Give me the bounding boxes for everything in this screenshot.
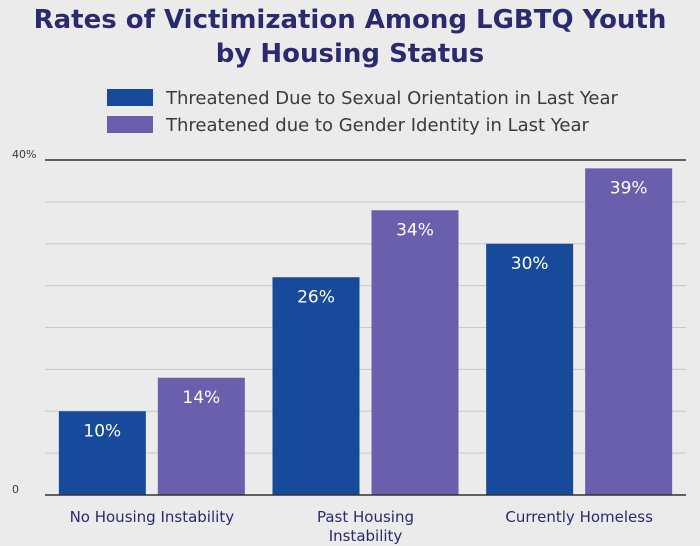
bar (585, 168, 673, 495)
bar (157, 377, 245, 495)
gridlines (45, 201, 686, 454)
bar-value-label: 30% (511, 254, 549, 274)
legend-swatch-sexual-orientation (107, 89, 153, 106)
y-tick-label: 40% (12, 148, 36, 161)
bar (371, 210, 459, 495)
bar (58, 411, 146, 495)
legend-swatch-gender-identity (107, 116, 153, 133)
bar-value-label: 34% (396, 220, 434, 240)
bar-value-label: 26% (297, 287, 335, 307)
bar (486, 243, 574, 495)
axis: 40% 0 (12, 148, 686, 496)
category-label: Instability (329, 527, 403, 545)
category-label: Currently Homeless (505, 508, 653, 526)
bar (272, 277, 360, 495)
bar-value-label: 39% (610, 178, 648, 198)
bars: 10% 14% No Housing Instability 26% 34% Past H… (58, 168, 673, 545)
y-tick-label: 0 (12, 483, 19, 496)
chart-title-line-1: Rates of Victimization Among LGBTQ Youth (34, 5, 667, 35)
bar-value-label: 14% (182, 388, 220, 408)
legend: Threatened Due to Sexual Orientation in … (107, 88, 619, 136)
category-label: No Housing Instability (70, 508, 235, 526)
legend-label-gender-identity: Threatened due to Gender Identity in Las… (165, 115, 590, 136)
category-label: Past Housing (317, 508, 414, 526)
legend-label-sexual-orientation: Threatened Due to Sexual Orientation in … (165, 88, 619, 109)
chart-title-line-2: by Housing Status (216, 39, 484, 69)
bar-value-label: 10% (83, 421, 121, 441)
